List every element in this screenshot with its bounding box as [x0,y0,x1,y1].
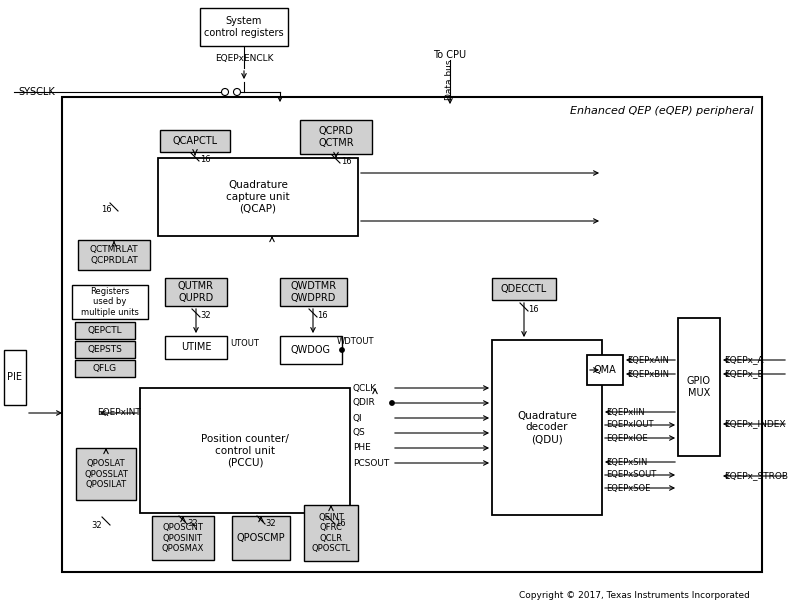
Text: EQEPxENCLK: EQEPxENCLK [215,54,273,63]
Bar [4,350,26,405]
Text: PIE: PIE [8,373,23,382]
Bar [492,340,602,515]
Text: PCSOUT: PCSOUT [353,459,389,468]
Text: 32: 32 [265,518,276,527]
Bar [78,240,150,270]
Text: QUTMR
QUPRD: QUTMR QUPRD [178,281,214,303]
Bar [165,336,227,359]
Text: PHE: PHE [353,443,370,452]
Text: Data bus: Data bus [445,60,455,100]
Bar [280,336,342,364]
Text: QDECCTL: QDECCTL [501,284,547,294]
Text: QPOSCMP: QPOSCMP [236,533,285,543]
Text: SYSCLK: SYSCLK [18,87,54,97]
Bar [304,505,358,561]
Text: QEPCTL: QEPCTL [87,326,122,335]
Text: 16: 16 [101,205,111,214]
Text: QCPRD
QCTMR: QCPRD QCTMR [318,126,354,148]
Bar [678,318,720,456]
Text: EQEPxINT: EQEPxINT [97,409,141,418]
Text: Enhanced QEP (eQEP) peripheral: Enhanced QEP (eQEP) peripheral [571,106,754,116]
Text: QCTMRLAT
QCPRDLAT: QCTMRLAT QCPRDLAT [90,245,139,265]
Text: EQEPx_INDEX: EQEPx_INDEX [724,420,786,429]
Text: QWDTMR
QWDPRD: QWDTMR QWDPRD [291,281,336,303]
Bar [232,516,290,560]
Circle shape [221,88,229,96]
Text: EQEPx_STROBE: EQEPx_STROBE [724,471,788,481]
Text: Quadrature
decoder
(QDU): Quadrature decoder (QDU) [517,411,577,444]
Text: UTIME: UTIME [180,342,211,353]
Text: EQEPxSIN: EQEPxSIN [606,457,648,466]
Bar [200,8,288,46]
Text: 32: 32 [187,518,198,527]
Bar [158,158,358,236]
Text: QDIR: QDIR [353,398,376,407]
Text: WDTOUT: WDTOUT [336,337,374,347]
Text: Quadrature
capture unit
(QCAP): Quadrature capture unit (QCAP) [226,180,290,214]
Text: Registers
used by
multiple units: Registers used by multiple units [81,287,139,317]
Text: QEINT
QFRC
QCLR
QPOSCTL: QEINT QFRC QCLR QPOSCTL [311,513,351,553]
Text: QEPSTS: QEPSTS [87,345,122,354]
Bar [75,341,135,358]
Text: QS: QS [353,429,366,437]
Text: 16: 16 [341,158,351,166]
Text: EQEPx_A: EQEPx_A [724,356,764,365]
Text: QCAPCTL: QCAPCTL [173,136,217,146]
Text: UTOUT: UTOUT [231,339,259,348]
Text: QI: QI [353,414,362,423]
Text: EQEPxAIN: EQEPxAIN [627,356,669,365]
Text: QPOSLAT
QPOSSLAT
QPOSILAT: QPOSLAT QPOSSLAT QPOSILAT [84,459,128,489]
Bar [280,278,347,306]
Text: To CPU: To CPU [433,50,466,60]
Bar [140,388,350,513]
Bar [300,120,372,154]
Text: GPIO
MUX: GPIO MUX [687,376,711,398]
Text: 16: 16 [200,155,210,164]
Text: EQEPxSOE: EQEPxSOE [606,484,650,493]
Text: EQEPx_B: EQEPx_B [724,370,764,379]
Bar [62,97,762,572]
Text: 32: 32 [91,521,102,529]
Text: 16: 16 [335,518,346,527]
Bar [72,285,148,319]
Bar [152,516,214,560]
Bar [76,448,136,500]
Text: EQEPxIOUT: EQEPxIOUT [606,420,653,429]
Text: System
control registers: System control registers [204,16,284,38]
Bar [75,360,135,377]
Text: EQEPxSOUT: EQEPxSOUT [606,471,656,479]
Bar [492,278,556,300]
Text: Copyright © 2017, Texas Instruments Incorporated: Copyright © 2017, Texas Instruments Inco… [519,591,750,600]
Text: QPOSCNT
QPOSINIT
QPOSMAX: QPOSCNT QPOSINIT QPOSMAX [162,523,204,553]
Text: 16: 16 [317,311,328,320]
Text: 32: 32 [200,311,210,320]
Text: EQEPxIIN: EQEPxIIN [606,407,645,417]
Bar [587,355,623,385]
Text: EQEPxIOE: EQEPxIOE [606,434,648,443]
Text: QWDOG: QWDOG [291,345,331,355]
Text: QCLK: QCLK [353,384,377,392]
Text: Position counter/
control unit
(PCCU): Position counter/ control unit (PCCU) [201,434,289,467]
Bar [165,278,227,306]
Text: QMA: QMA [593,365,616,375]
Bar [75,322,135,339]
Circle shape [340,348,344,352]
Circle shape [233,88,240,96]
Circle shape [390,401,394,405]
Bar [160,130,230,152]
Text: EQEPxBIN: EQEPxBIN [627,370,669,379]
Text: QFLG: QFLG [93,364,117,373]
Text: 16: 16 [528,306,539,314]
